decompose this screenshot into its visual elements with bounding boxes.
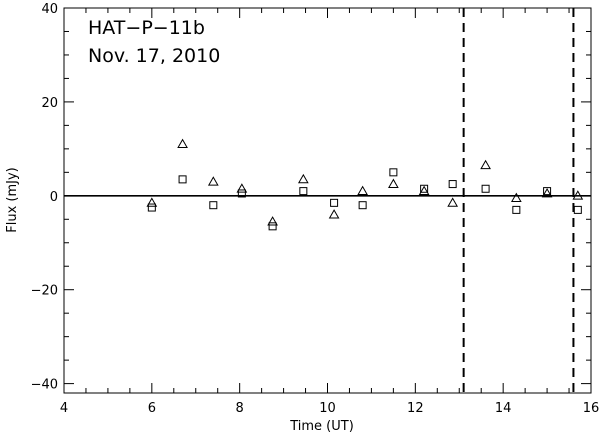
data-points (146, 138, 584, 231)
x-axis-title: Time (UT) (289, 419, 354, 434)
x-tick-label: 6 (148, 401, 156, 416)
square-point (268, 222, 277, 231)
y-tick-label: 20 (41, 96, 58, 111)
triangle-point (418, 185, 430, 195)
square-point (420, 184, 429, 193)
y-axis-title: Flux (mJy) (5, 167, 20, 233)
triangle-point (447, 197, 459, 207)
y-tick-label: 40 (41, 2, 58, 17)
triangle-point (177, 138, 188, 149)
triangle-point (207, 176, 219, 186)
square-point (389, 168, 398, 177)
axes-layer: 4 6 8 10 12 14 16 −40 −20 0 20 40 (31, 2, 600, 416)
x-tick-label: 14 (495, 401, 512, 416)
triangle-point (267, 216, 278, 226)
y-tick-label: −40 (31, 378, 58, 393)
triangle-point (388, 178, 399, 188)
triangle-point (357, 185, 368, 195)
x-tick-label: 4 (60, 401, 68, 416)
square-point (512, 205, 521, 214)
square-point (543, 187, 552, 196)
triangle-point (541, 187, 553, 198)
triangle-point (328, 209, 340, 219)
square-point (481, 184, 490, 193)
y-tick-label: 0 (50, 190, 58, 205)
triangle-point (510, 192, 522, 203)
x-tick-label: 16 (583, 401, 600, 416)
annotation-planet: HAT−P−11b (88, 17, 205, 39)
x-tick-label: 12 (407, 401, 424, 416)
square-point (448, 180, 457, 189)
square-point (330, 198, 339, 207)
square-point (147, 203, 156, 212)
y-tick-label: −20 (31, 284, 58, 299)
square-point (209, 201, 218, 210)
square-point (358, 201, 367, 210)
triangle-point (480, 159, 491, 170)
square-point (237, 189, 246, 198)
square-point (299, 187, 308, 196)
reference-lines (64, 8, 591, 393)
x-tick-label: 10 (319, 401, 336, 416)
triangle-point (297, 173, 309, 184)
annotation-date: Nov. 17, 2010 (88, 45, 220, 67)
square-point (178, 175, 187, 184)
triangle-point (572, 190, 584, 200)
square-point (573, 205, 582, 214)
triangle-point (236, 183, 248, 193)
triangle-point (146, 197, 158, 207)
x-tick-label: 8 (236, 401, 244, 416)
